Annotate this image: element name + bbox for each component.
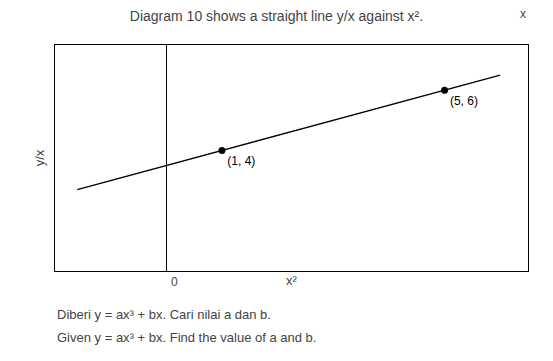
svg-text:Diagram 10 shows a straight li: Diagram 10 shows a straight line y/x aga…: [130, 8, 423, 24]
svg-text:x: x: [520, 7, 526, 21]
svg-text:y/x: y/x: [32, 149, 47, 166]
svg-text:Given y = ax³ + bx. Find the v: Given y = ax³ + bx. Find the value of a …: [57, 330, 316, 345]
svg-text:x²: x²: [286, 273, 298, 288]
svg-text:(1, 4): (1, 4): [227, 154, 255, 168]
svg-text:(5, 6): (5, 6): [450, 94, 478, 108]
svg-text:0: 0: [171, 275, 178, 289]
svg-text:Diberi y = ax³ + bx. Cari nila: Diberi y = ax³ + bx. Cari nilai a dan b.: [57, 307, 271, 322]
